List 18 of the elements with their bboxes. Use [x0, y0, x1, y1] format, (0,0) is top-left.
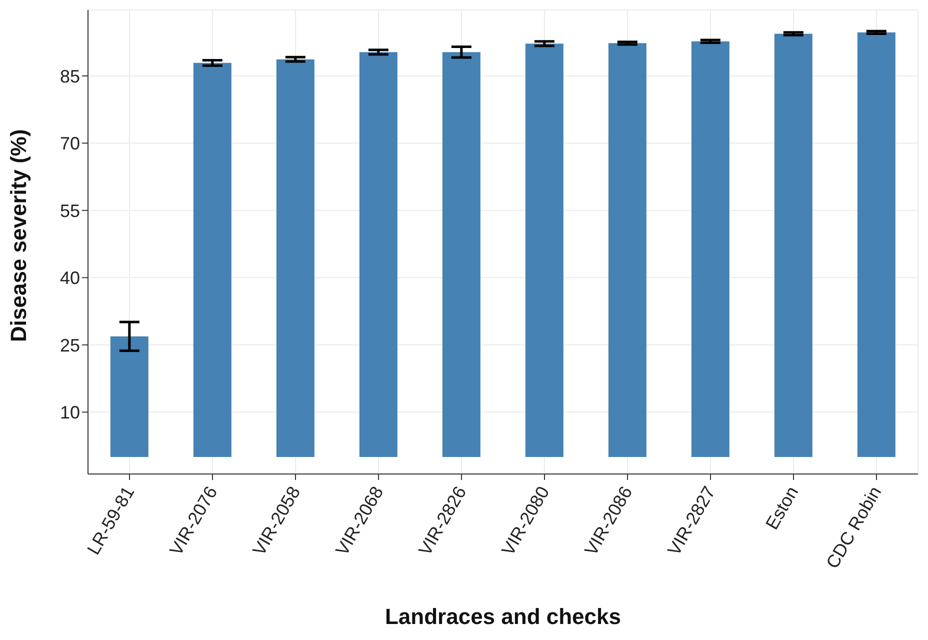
bar	[359, 52, 398, 457]
y-tick-label: 25	[60, 335, 80, 356]
y-axis-title: Disease severity (%)	[6, 129, 31, 342]
y-tick-label: 70	[60, 134, 80, 154]
bar	[442, 52, 480, 457]
bar	[774, 34, 812, 457]
bar	[857, 32, 896, 457]
y-tick-label: 55	[60, 200, 80, 221]
bar	[110, 336, 148, 457]
bar	[608, 43, 646, 457]
bar	[276, 59, 314, 457]
y-tick-label: 40	[60, 268, 80, 288]
bar	[525, 44, 564, 457]
y-tick-label: 85	[60, 66, 80, 86]
y-tick-label: 10	[60, 402, 80, 423]
bar	[691, 41, 730, 457]
x-axis-title: Landraces and checks	[384, 604, 622, 629]
bar	[193, 62, 232, 457]
